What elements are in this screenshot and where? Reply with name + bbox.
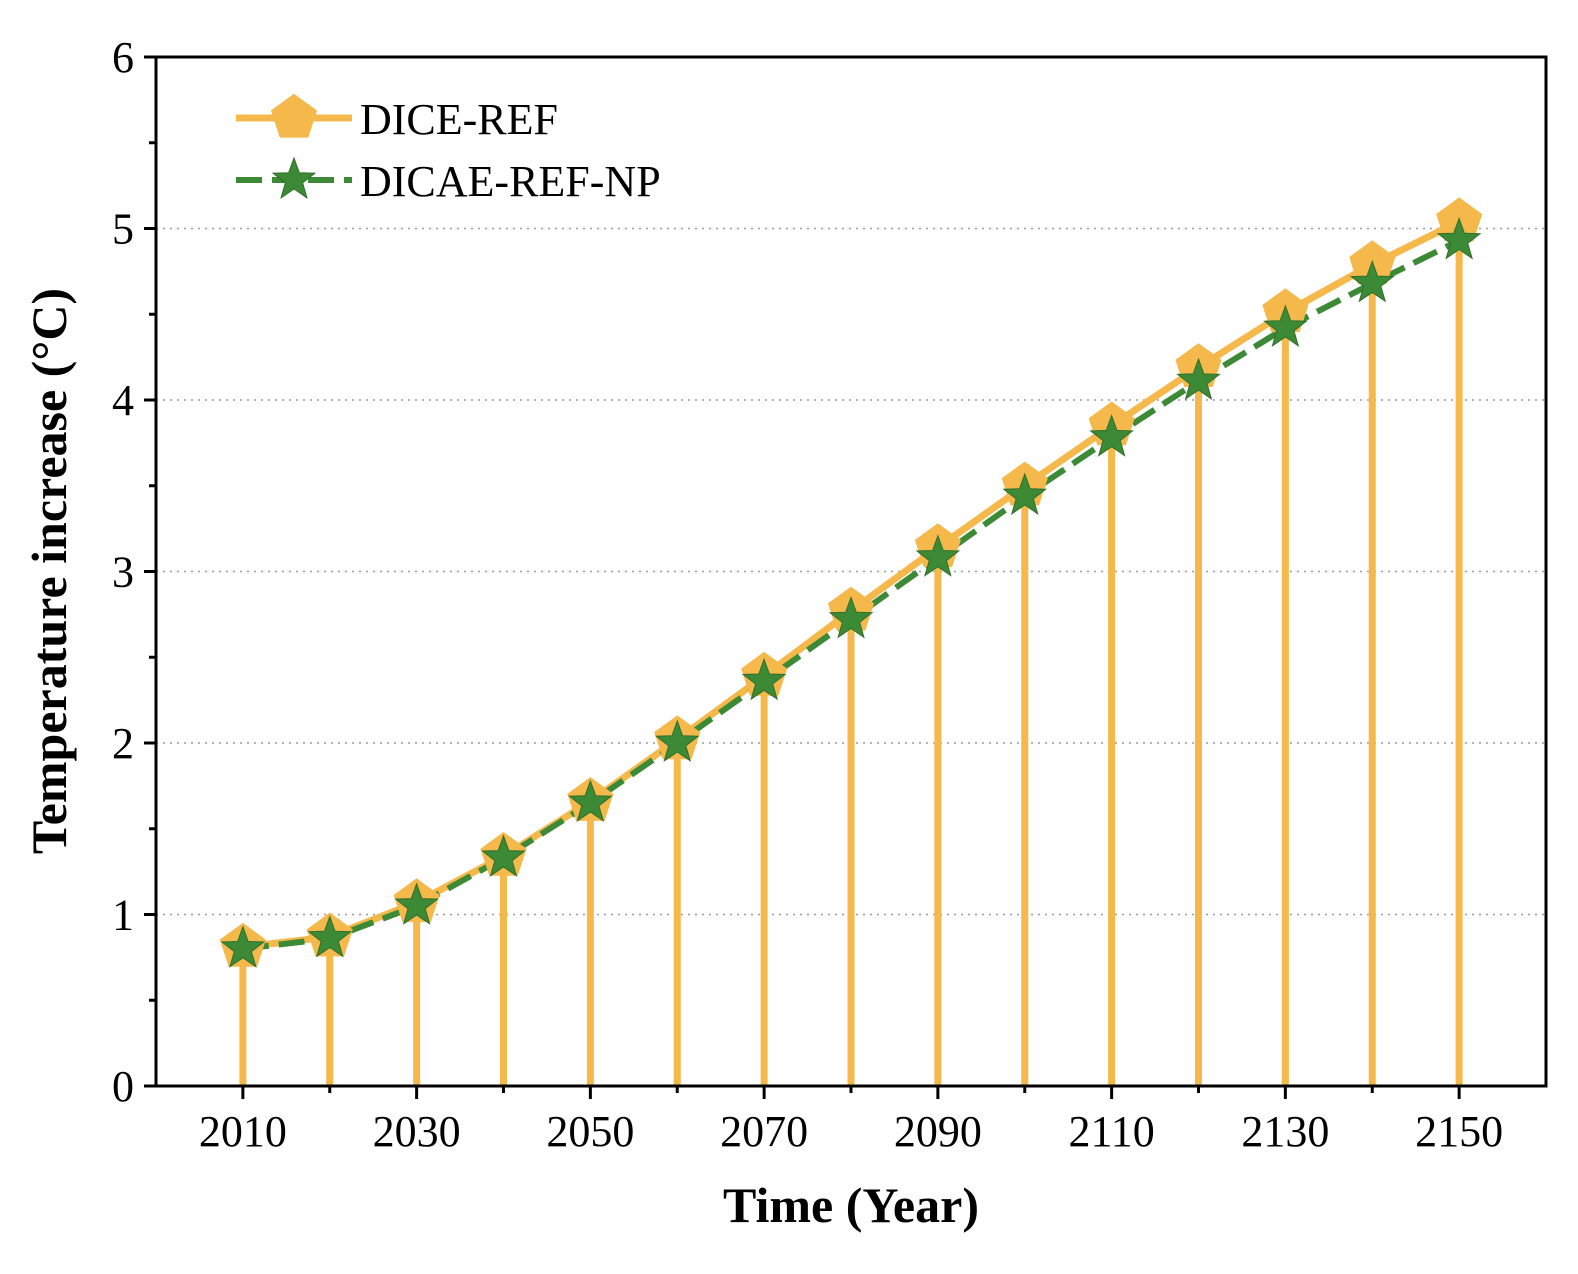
marker-dicae-ref-np xyxy=(1176,357,1221,401)
legend: DICE-REF DICAE-REF-NP xyxy=(236,93,661,206)
marker-dicae-ref-np xyxy=(1349,259,1395,303)
y-tick-label: 2 xyxy=(112,719,134,768)
legend-item-dice-ref xyxy=(236,93,352,138)
legend-item-dicae-ref-np xyxy=(236,156,352,199)
marker-dicae-ref-np xyxy=(220,925,266,968)
marker-dicae-ref-np xyxy=(1436,217,1482,260)
y-tick-label: 3 xyxy=(112,548,134,597)
marker-dicae-ref-np xyxy=(394,882,439,925)
x-tick-label: 2010 xyxy=(199,1107,287,1156)
x-tick-label: 2150 xyxy=(1415,1107,1503,1156)
legend-marker-dice-ref xyxy=(270,93,318,138)
x-tick-label: 2090 xyxy=(894,1107,982,1156)
marker-dicae-ref-np xyxy=(307,915,353,958)
marker-dicae-ref-np xyxy=(1263,304,1308,348)
marker-dicae-ref-np xyxy=(915,534,961,577)
marker-dicae-ref-np xyxy=(481,834,526,877)
y-tick-label: 1 xyxy=(112,891,134,940)
legend-label-dicae-ref-np: DICAE-REF-NP xyxy=(360,157,661,206)
marker-dicae-ref-np xyxy=(1089,414,1134,457)
y-tick-label: 5 xyxy=(112,205,134,254)
marker-dicae-ref-np xyxy=(1002,472,1048,516)
y-tick-label: 0 xyxy=(112,1062,134,1111)
axis-ticks: 0 1 2 3 4 5 6 2010 2030 2050 2070 2090 2110 2130 2150 xyxy=(112,33,1503,1156)
y-axis-title: Temperature increase (°C) xyxy=(21,288,77,854)
marker-dicae-ref-np xyxy=(741,657,787,701)
x-tick-label: 2030 xyxy=(373,1107,461,1156)
series-markers xyxy=(219,197,1483,968)
marker-dicae-ref-np xyxy=(568,779,613,823)
legend-marker-dicae-ref-np xyxy=(271,156,317,199)
x-tick-label: 2110 xyxy=(1068,1107,1154,1156)
marker-dicae-ref-np xyxy=(828,596,874,639)
marker-dicae-ref-np xyxy=(654,719,700,763)
x-tick-label: 2050 xyxy=(546,1107,634,1156)
y-tick-label: 6 xyxy=(112,33,134,82)
legend-label-dice-ref: DICE-REF xyxy=(360,95,558,144)
drop-lines xyxy=(239,221,1463,1086)
y-tick-label: 4 xyxy=(112,376,134,425)
x-axis-title: Time (Year) xyxy=(723,1177,979,1233)
x-tick-label: 2130 xyxy=(1241,1107,1329,1156)
x-tick-label: 2070 xyxy=(720,1107,808,1156)
